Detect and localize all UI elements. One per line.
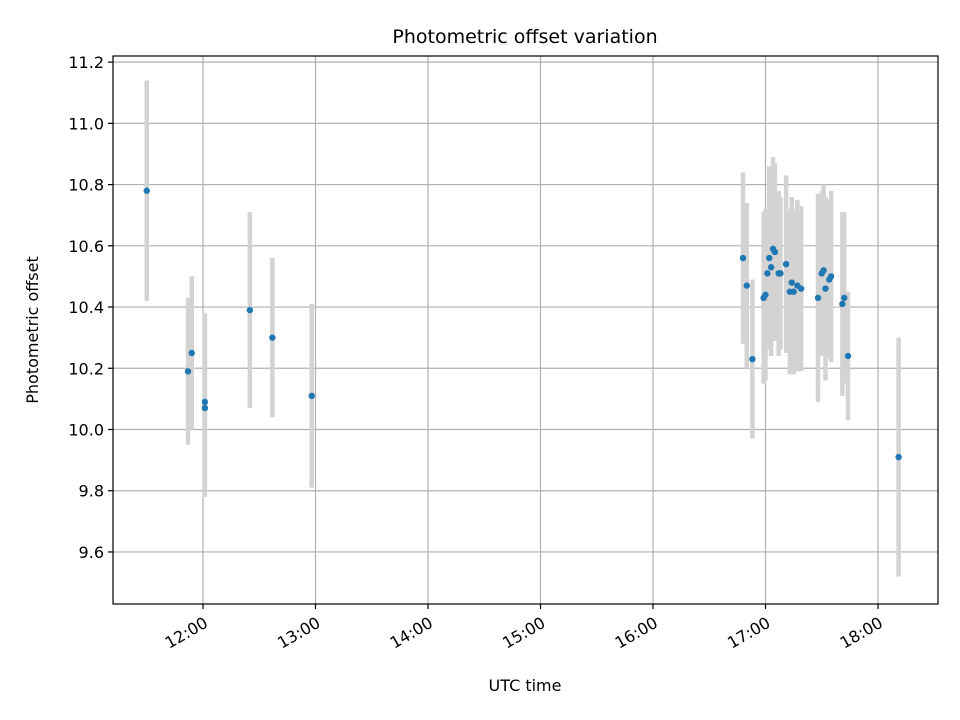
data-point — [246, 306, 254, 314]
data-point — [790, 288, 797, 295]
data-point — [771, 248, 779, 256]
y-tick-label: 10.0 — [68, 420, 104, 439]
data-point — [895, 453, 902, 461]
data-point — [827, 273, 835, 280]
chart-title: Photometric offset variation — [392, 26, 657, 48]
data-point — [188, 349, 195, 357]
y-tick-label: 10.6 — [68, 237, 104, 256]
y-tick-label: 11.0 — [68, 114, 104, 133]
data-point — [308, 392, 315, 400]
plot-frame — [112, 55, 939, 605]
data-point — [762, 291, 769, 298]
y-tick-label: 10.4 — [68, 298, 104, 317]
markers — [143, 187, 902, 461]
y-ticks: 9.6 9.8 10.0 10.2 10.4 10.6 10.8 11.0 11.2 — [68, 53, 113, 562]
data-point — [143, 187, 150, 194]
data-point — [839, 300, 846, 308]
data-point — [201, 398, 209, 406]
y-axis-label: Photometric offset — [23, 256, 42, 404]
data-point — [766, 254, 773, 262]
data-point — [844, 352, 852, 360]
data-point — [841, 294, 848, 302]
data-point — [749, 355, 756, 363]
data-point — [269, 334, 276, 341]
y-tick-label: 10.8 — [68, 176, 104, 195]
data-point — [184, 368, 192, 375]
data-point — [782, 260, 790, 268]
x-axis-label: UTC time — [489, 676, 562, 695]
data-point — [797, 285, 805, 292]
y-tick-label: 10.2 — [68, 359, 104, 378]
data-point — [767, 264, 775, 271]
y-tick-label: 9.6 — [79, 543, 104, 562]
data-point — [814, 294, 822, 302]
data-point — [764, 270, 771, 277]
data-point — [743, 282, 750, 289]
data-point — [201, 404, 209, 412]
data-point — [822, 285, 829, 292]
data-point — [777, 270, 784, 277]
y-tick-label: 11.2 — [68, 53, 104, 72]
data-point — [739, 254, 747, 262]
data-point — [820, 267, 827, 274]
y-tick-label: 9.8 — [79, 482, 104, 501]
data-point — [788, 279, 795, 286]
